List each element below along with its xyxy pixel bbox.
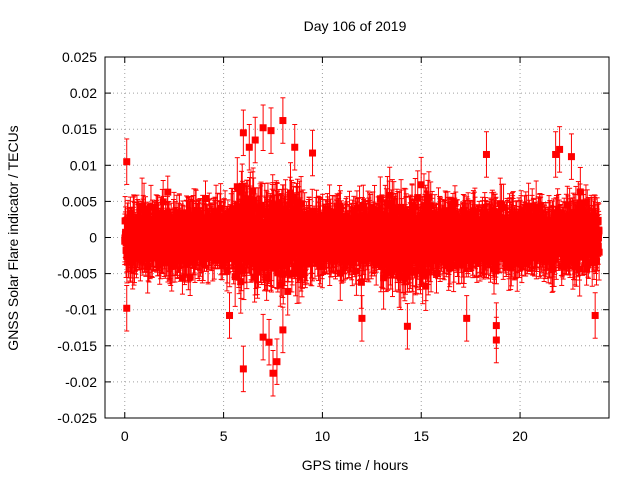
data-point: [217, 204, 225, 212]
data-point: [233, 183, 241, 191]
data-point: [308, 208, 316, 216]
data-point: [234, 213, 242, 221]
data-point: [178, 274, 186, 282]
data-point: [237, 188, 245, 196]
data-point: [201, 194, 209, 202]
data-point: [303, 260, 311, 268]
data-point: [272, 203, 280, 211]
data-point: [206, 215, 214, 223]
data-point: [293, 198, 301, 206]
data-point: [284, 287, 292, 295]
data-point: [156, 259, 164, 267]
data-point: [258, 259, 266, 267]
data-point: [243, 202, 251, 210]
data-points: [121, 97, 603, 397]
data-point: [318, 262, 326, 270]
data-point: [164, 188, 172, 196]
data-point: [210, 256, 218, 264]
data-point: [279, 270, 287, 278]
data-point: [270, 264, 278, 272]
data-point: [143, 218, 151, 226]
data-point: [287, 189, 295, 197]
